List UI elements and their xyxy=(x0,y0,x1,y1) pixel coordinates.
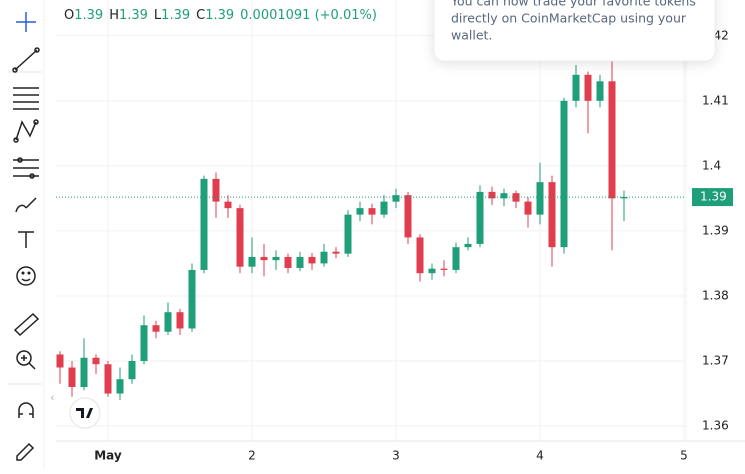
candle-body xyxy=(332,251,340,254)
popup-text: You can now trade your favorite tokens xyxy=(450,0,696,9)
ohlc-value: 1.39 xyxy=(161,8,191,23)
popup-text: wallet. xyxy=(451,28,492,43)
candle-body xyxy=(284,256,292,268)
candle-body xyxy=(260,256,268,261)
candle-body xyxy=(380,201,388,215)
popup: You can now trade your favorite tokens di… xyxy=(433,0,716,62)
last-price-label: 1.39 xyxy=(700,190,727,204)
candle-body xyxy=(308,256,316,264)
candle-body xyxy=(152,325,160,332)
trendline-tool[interactable] xyxy=(12,47,40,73)
candle-body xyxy=(92,357,100,365)
x-tick-label: 3 xyxy=(392,449,400,463)
plot: 1.361.371.381.391.41.411.42May23451.39 xyxy=(56,0,745,463)
candle-body xyxy=(536,182,544,215)
candle-body xyxy=(104,364,112,394)
magnet-tool[interactable] xyxy=(18,402,34,418)
toolbar: ‹ xyxy=(8,0,55,470)
candle-body xyxy=(56,354,64,368)
x-tick-label: May xyxy=(94,449,122,463)
ruler-tool[interactable] xyxy=(13,312,40,337)
candle-body xyxy=(68,367,76,388)
candle-body xyxy=(392,195,400,202)
candle-body xyxy=(488,191,496,199)
y-tick-label: 1.37 xyxy=(702,353,729,367)
y-tick-label: 1.36 xyxy=(702,419,729,433)
ohlc-field: O xyxy=(64,8,75,23)
candle-body xyxy=(188,269,196,329)
candle-body xyxy=(368,208,376,215)
ohlc-change: 0.0001091 (+0.01%) xyxy=(240,8,377,23)
crosshair-tool[interactable] xyxy=(16,12,36,32)
candle-body xyxy=(596,81,604,101)
candle-body xyxy=(116,379,124,394)
ohlc-field: L xyxy=(153,8,162,23)
candle-body xyxy=(608,81,616,199)
pattern-tool[interactable] xyxy=(13,119,39,143)
candle-body xyxy=(464,243,472,248)
candle-body xyxy=(548,182,556,248)
tradingview-logo[interactable] xyxy=(69,397,101,429)
x-tick-label: 2 xyxy=(248,449,256,463)
x-tick-label: 5 xyxy=(680,449,688,463)
ohlc-field: H xyxy=(109,8,119,23)
y-tick-label: 1.4 xyxy=(702,158,721,172)
candle-body xyxy=(572,74,580,101)
x-tick-label: 4 xyxy=(536,449,544,463)
ohlc-value: 1.39 xyxy=(205,8,235,23)
collapse-arrow[interactable]: ‹ xyxy=(50,391,55,405)
candle-body xyxy=(524,201,532,215)
candle-body xyxy=(356,208,364,215)
candle-body xyxy=(236,208,244,267)
candle-body xyxy=(404,195,412,238)
candle-body xyxy=(416,237,424,274)
candle-body xyxy=(224,201,232,209)
candle-body xyxy=(440,268,448,270)
candle-body xyxy=(296,256,304,268)
text-tool[interactable] xyxy=(18,231,34,248)
brush-tool[interactable] xyxy=(15,197,37,213)
candle-body xyxy=(248,256,256,267)
candle-body xyxy=(500,193,508,199)
candle-body xyxy=(272,256,280,261)
y-tick-label: 1.41 xyxy=(702,93,729,107)
candle-body xyxy=(176,312,184,329)
candle-body xyxy=(584,74,592,101)
ohlc-value: 1.39 xyxy=(74,8,104,23)
candle-body xyxy=(200,178,208,270)
forecast-tool[interactable] xyxy=(13,157,39,179)
candle-body xyxy=(164,312,172,332)
candle-body xyxy=(140,325,148,361)
y-tick-label: 1.38 xyxy=(702,288,729,302)
ohlc-field: C xyxy=(196,8,206,23)
candle-body xyxy=(560,100,568,248)
candle-body xyxy=(320,251,328,264)
candle-body xyxy=(344,214,352,254)
emoji-tool[interactable] xyxy=(16,266,36,286)
lock-draw-tool[interactable] xyxy=(16,442,35,461)
candle-body xyxy=(476,191,484,244)
ohlc-header: O1.39 H1.39 L1.39 C1.39 0.0001091 (+0.01%) xyxy=(64,8,377,23)
fib-tool[interactable] xyxy=(13,87,39,110)
candle-body xyxy=(128,360,136,380)
candle-body xyxy=(452,247,460,270)
candle-body xyxy=(80,357,88,388)
candle-body xyxy=(620,197,628,199)
candle-body xyxy=(428,268,436,274)
candle-body xyxy=(212,178,220,202)
zoom-tool[interactable] xyxy=(16,350,36,370)
ohlc-value: 1.39 xyxy=(118,8,148,23)
last-price-tag xyxy=(692,188,733,207)
y-tick-label: 1.39 xyxy=(702,223,729,237)
popup-text: directly on CoinMarketCap using your xyxy=(451,11,687,26)
